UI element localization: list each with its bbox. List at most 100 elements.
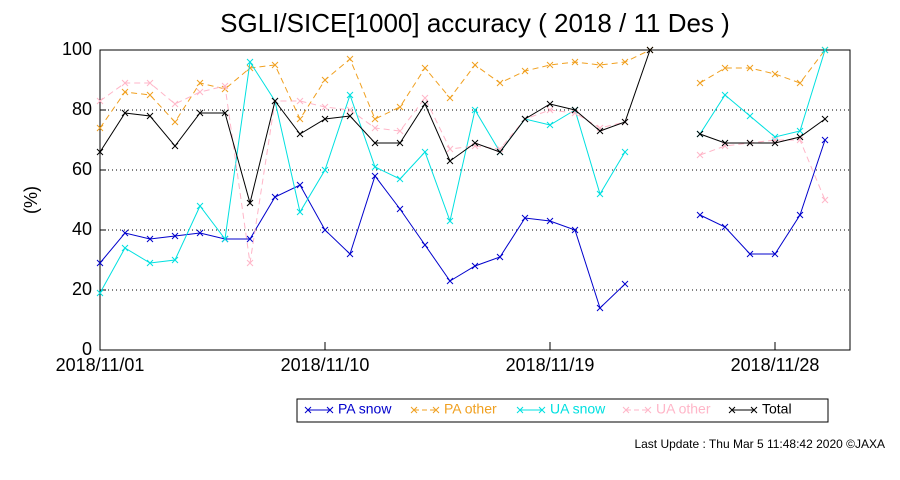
point bbox=[421, 148, 429, 156]
point bbox=[496, 148, 504, 156]
point bbox=[771, 139, 779, 147]
point bbox=[446, 157, 454, 165]
point bbox=[396, 139, 404, 147]
footer: Last Update : Thu Mar 5 11:48:42 2020 ©J… bbox=[634, 437, 885, 451]
point bbox=[296, 115, 304, 123]
point bbox=[546, 100, 554, 108]
legend-marker bbox=[622, 406, 652, 414]
point bbox=[771, 133, 779, 141]
point bbox=[196, 229, 204, 237]
point bbox=[171, 100, 179, 108]
point bbox=[696, 79, 704, 87]
point bbox=[571, 58, 579, 66]
point bbox=[346, 55, 354, 63]
point bbox=[246, 199, 254, 207]
series-line bbox=[699, 139, 826, 201]
y-tick-label: 80 bbox=[72, 99, 92, 119]
point bbox=[221, 109, 229, 117]
series-line bbox=[699, 139, 826, 255]
point bbox=[171, 232, 179, 240]
point bbox=[246, 259, 254, 267]
point bbox=[396, 205, 404, 213]
point bbox=[121, 88, 129, 96]
legend-marker bbox=[728, 406, 758, 414]
chart-title: SGLI/SICE[1000] accuracy ( 2018 / 11 Des… bbox=[220, 8, 730, 38]
plot-frame bbox=[99, 49, 851, 351]
point bbox=[521, 214, 529, 222]
series-line bbox=[99, 174, 626, 309]
legend-label: PA snow bbox=[338, 401, 392, 417]
point bbox=[171, 118, 179, 126]
point bbox=[446, 277, 454, 285]
series-line bbox=[699, 118, 826, 144]
point bbox=[746, 64, 754, 72]
point bbox=[696, 151, 704, 159]
point bbox=[421, 100, 429, 108]
point bbox=[546, 121, 554, 129]
legend-label: Total bbox=[762, 401, 792, 417]
point bbox=[546, 61, 554, 69]
series bbox=[96, 46, 829, 207]
point bbox=[471, 262, 479, 270]
point bbox=[146, 259, 154, 267]
series-line bbox=[699, 49, 826, 138]
point bbox=[396, 127, 404, 135]
point bbox=[621, 118, 629, 126]
legend-marker bbox=[410, 406, 440, 414]
point bbox=[721, 142, 729, 150]
legend-label: UA other bbox=[656, 401, 711, 417]
point bbox=[371, 124, 379, 132]
point bbox=[721, 139, 729, 147]
point bbox=[371, 163, 379, 171]
point bbox=[321, 166, 329, 174]
x-tick-label: 2018/11/28 bbox=[731, 355, 820, 375]
point bbox=[821, 136, 829, 144]
point bbox=[571, 106, 579, 114]
point bbox=[96, 97, 104, 105]
point bbox=[796, 211, 804, 219]
point bbox=[146, 91, 154, 99]
point bbox=[496, 253, 504, 261]
point bbox=[246, 58, 254, 66]
point bbox=[796, 79, 804, 87]
y-tick-label: 0 bbox=[82, 339, 92, 359]
point bbox=[321, 76, 329, 84]
series-line bbox=[699, 49, 826, 84]
point bbox=[696, 211, 704, 219]
series-line bbox=[99, 49, 651, 129]
point bbox=[121, 244, 129, 252]
point bbox=[796, 127, 804, 135]
point bbox=[821, 46, 829, 54]
legend-label: PA other bbox=[444, 401, 497, 417]
point bbox=[621, 148, 629, 156]
point bbox=[571, 226, 579, 234]
point bbox=[571, 109, 579, 117]
point bbox=[746, 139, 754, 147]
point bbox=[421, 241, 429, 249]
point bbox=[346, 250, 354, 258]
series bbox=[96, 46, 829, 132]
point bbox=[421, 94, 429, 102]
point bbox=[121, 229, 129, 237]
point bbox=[371, 172, 379, 180]
point bbox=[446, 145, 454, 153]
point bbox=[471, 106, 479, 114]
point bbox=[521, 115, 529, 123]
point bbox=[696, 130, 704, 138]
point bbox=[596, 127, 604, 135]
point bbox=[596, 190, 604, 198]
series bbox=[96, 136, 829, 312]
point bbox=[796, 133, 804, 141]
point bbox=[221, 82, 229, 90]
point bbox=[196, 202, 204, 210]
point bbox=[546, 217, 554, 225]
point bbox=[446, 94, 454, 102]
point bbox=[471, 139, 479, 147]
point bbox=[246, 235, 254, 243]
series bbox=[96, 46, 829, 297]
point bbox=[771, 136, 779, 144]
series-line bbox=[99, 49, 651, 205]
point bbox=[96, 259, 104, 267]
point bbox=[346, 112, 354, 120]
